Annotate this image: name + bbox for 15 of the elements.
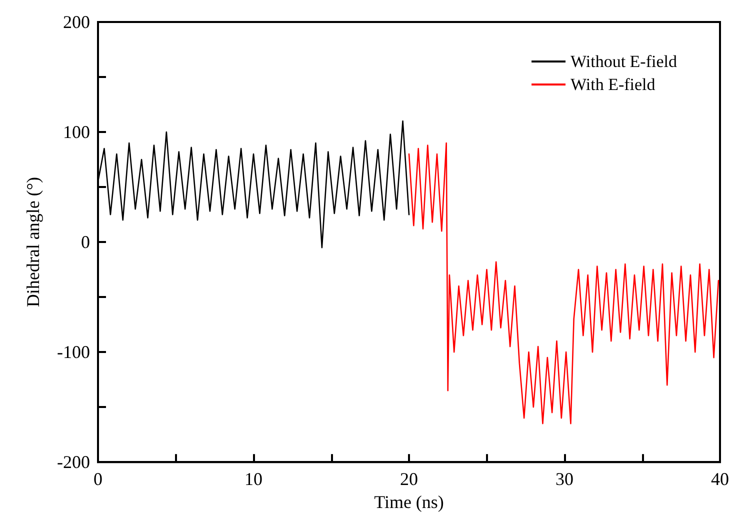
y-tick-label: -100 xyxy=(57,342,90,362)
legend-label: Without E-field xyxy=(570,52,678,71)
x-axis-title: Time (ns) xyxy=(374,492,444,512)
x-tick-label: 30 xyxy=(556,469,574,490)
legend-label: With E-field xyxy=(570,75,656,94)
x-tick-label: 10 xyxy=(244,469,262,490)
y-tick-label: 200 xyxy=(63,12,90,32)
y-axis-title: Dihedral angle (°) xyxy=(23,176,43,308)
x-tick-label: 40 xyxy=(711,469,729,490)
x-tick-label: 20 xyxy=(400,469,418,490)
y-tick-label: 0 xyxy=(81,232,90,252)
line-series xyxy=(408,142,720,424)
y-tick-label: 100 xyxy=(63,122,90,142)
x-tick-label: 0 xyxy=(94,469,102,490)
y-tick-label: -200 xyxy=(57,452,90,472)
